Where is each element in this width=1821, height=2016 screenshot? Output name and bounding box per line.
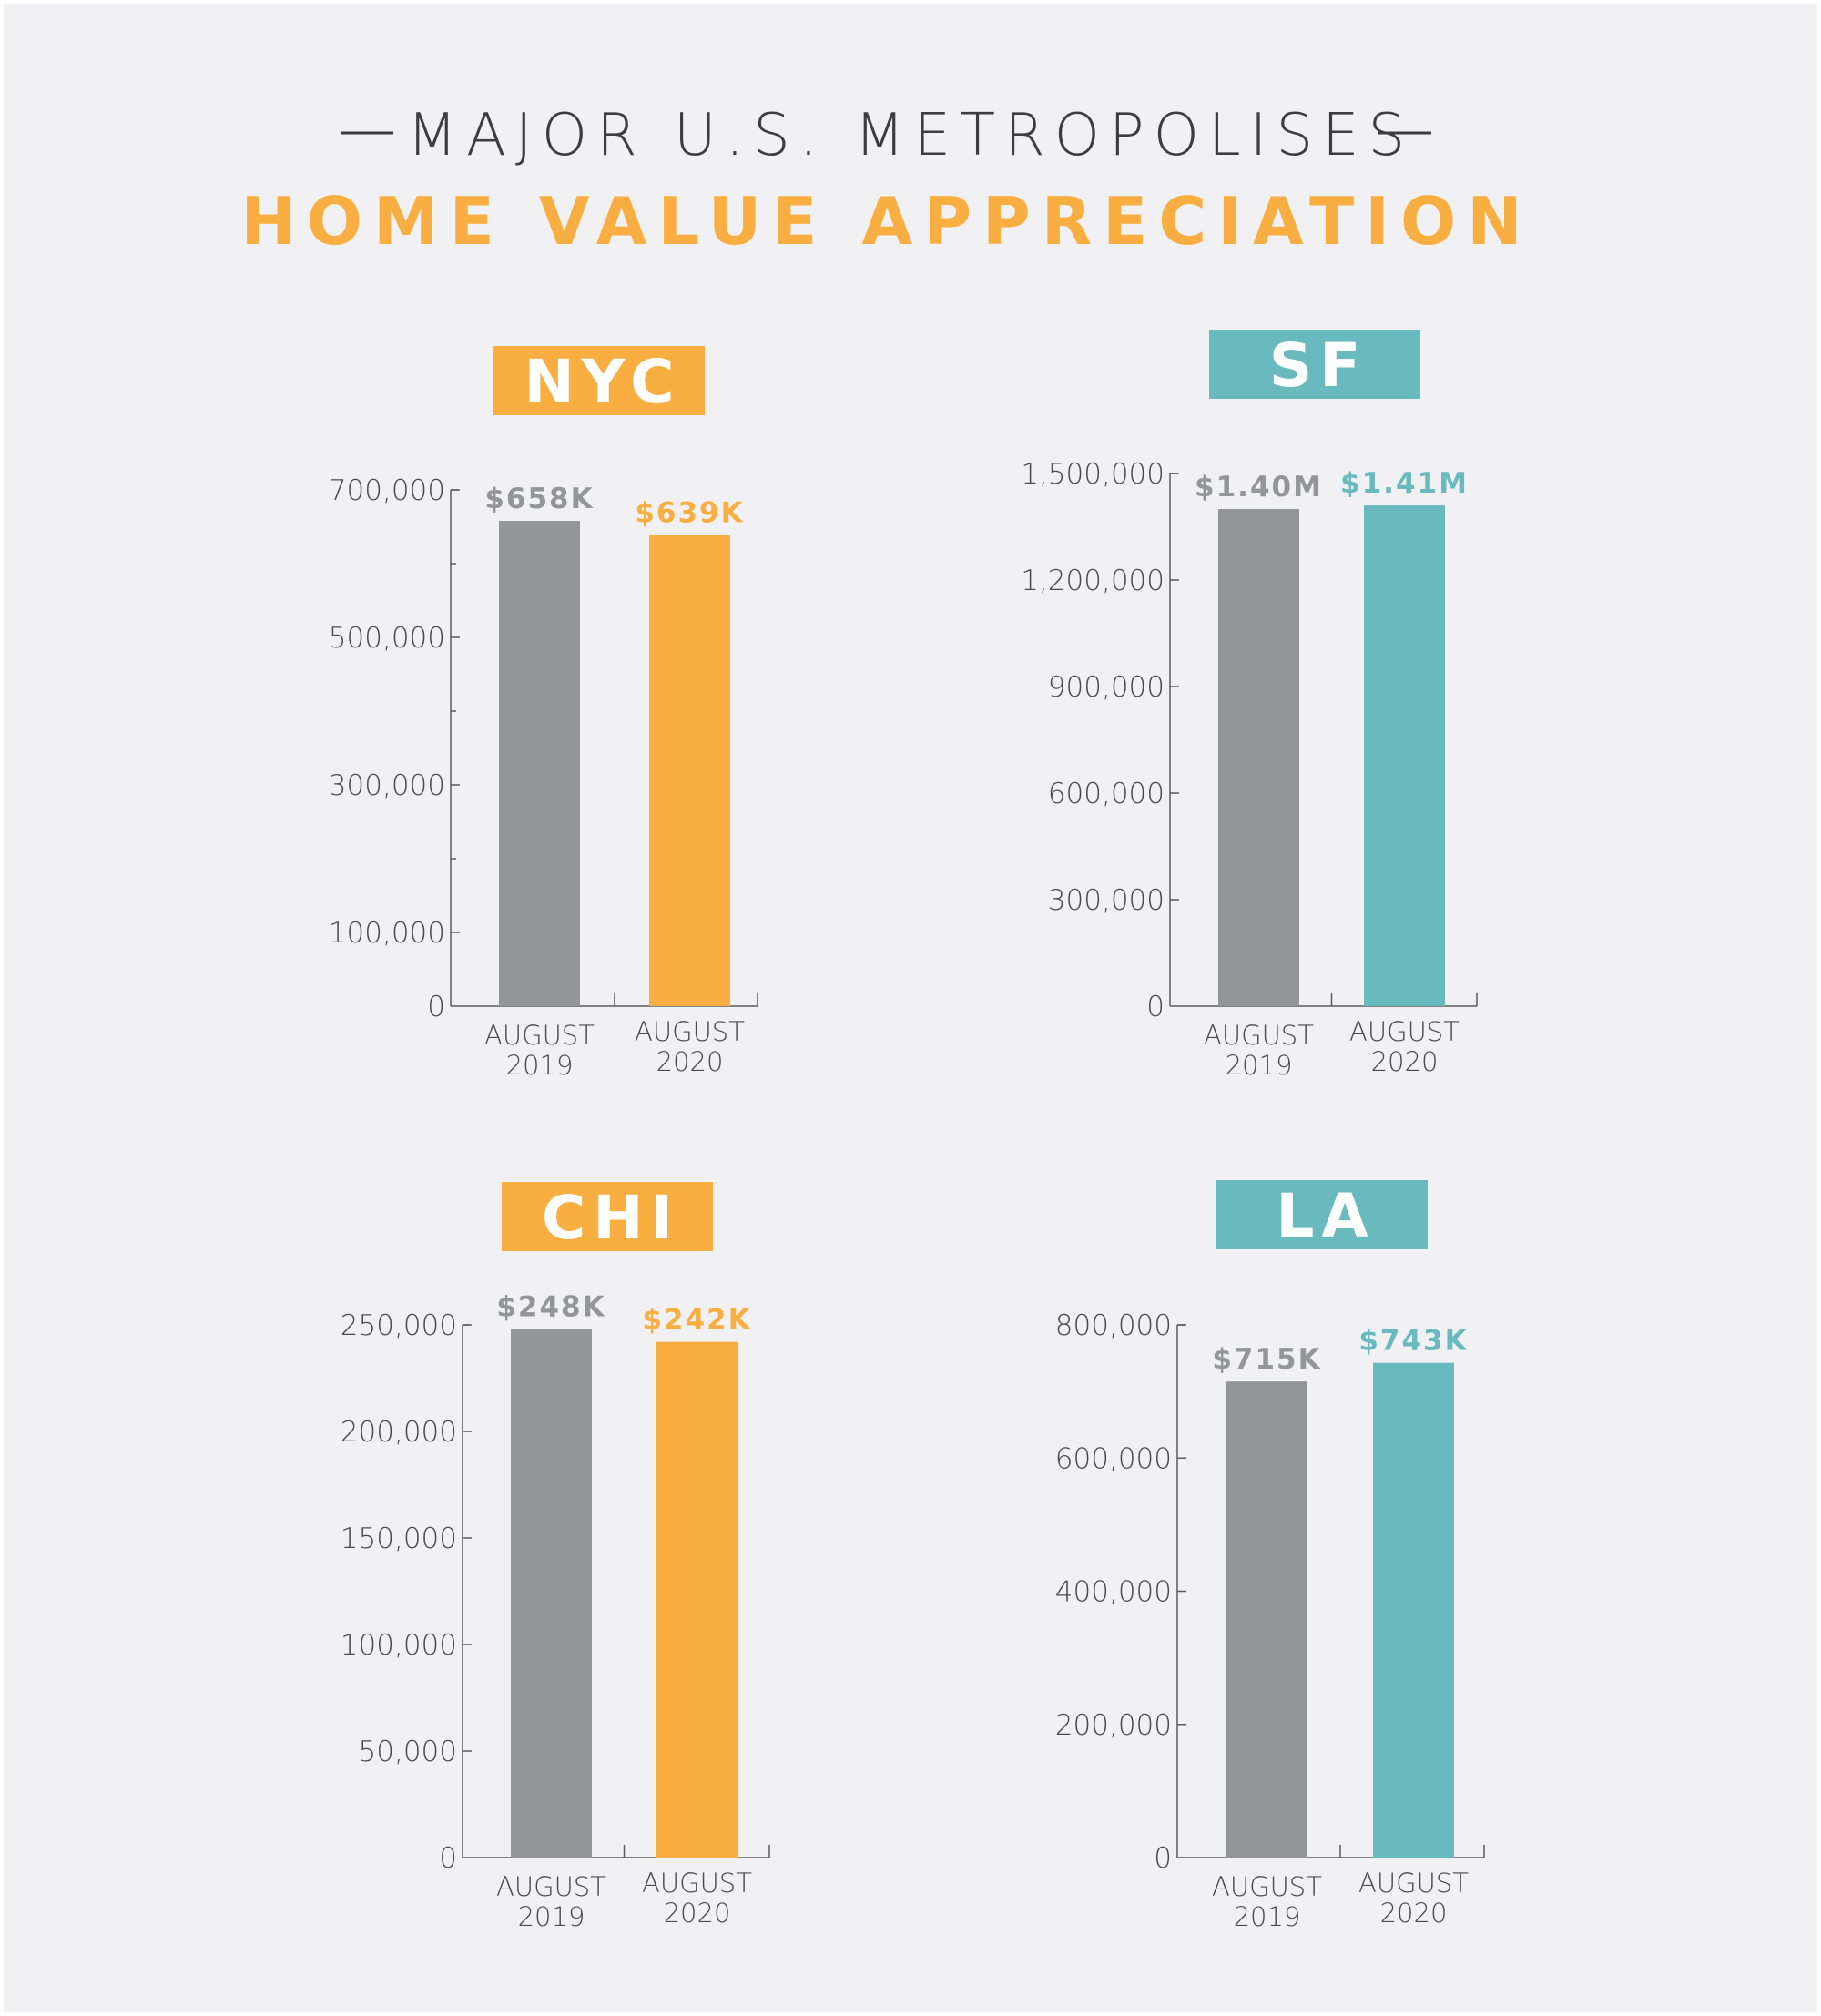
chart-chi-title: CHI: [542, 1183, 680, 1253]
y-tick-label: 250,000: [341, 1309, 457, 1342]
data-label: $639K: [635, 496, 744, 529]
y-tick-label: 100,000: [329, 917, 445, 950]
y-tick-label: 0: [439, 1842, 457, 1875]
header-title-main: HOME VALUE APPRECIATION: [241, 183, 1533, 260]
y-tick-label: 500,000: [329, 622, 445, 655]
bar: [1373, 1362, 1454, 1858]
y-tick-label: 150,000: [341, 1522, 457, 1555]
x-tick-label: 2019: [506, 1050, 574, 1081]
y-tick-label: 50,000: [359, 1736, 457, 1768]
y-tick-label: 400,000: [1055, 1576, 1172, 1609]
chart-nyc: NYC 0 100,000 300,000 500,000 700,000 $658K AUG…: [329, 346, 758, 1081]
y-tick-label: 600,000: [1055, 1442, 1172, 1475]
x-tick-label: AUGUST: [635, 1016, 745, 1047]
x-tick-label: AUGUST: [1358, 1868, 1469, 1899]
data-label: $242K: [642, 1304, 751, 1337]
x-tick-label: AUGUST: [1349, 1016, 1460, 1047]
chart-sf-badge: [1209, 330, 1420, 399]
y-tick-label: 800,000: [1055, 1309, 1172, 1342]
y-tick-label: 900,000: [1048, 671, 1165, 704]
chart-chi: CHI 0 50,000 100,000 150,000 200,000 250,000 $2…: [341, 1182, 770, 1932]
bar: [499, 521, 580, 1006]
x-tick-label: AUGUST: [484, 1020, 595, 1051]
bar: [656, 1341, 738, 1858]
bar: [1364, 505, 1445, 1006]
chart-sf: SF 0 300,000 600,000 900,000 1,200,000 1,500,0…: [1021, 330, 1478, 1081]
chart-nyc-badge: [493, 346, 705, 415]
y-tick-label: 0: [1146, 991, 1165, 1023]
charts-layer: NYC 0 100,000 300,000 500,000 700,000 $658K AUG…: [329, 330, 1485, 1932]
y-tick-label: 200,000: [1055, 1709, 1172, 1742]
x-tick-label: AUGUST: [1212, 1871, 1322, 1902]
bar: [1218, 509, 1299, 1006]
bar: [649, 535, 730, 1006]
y-tick-label: 300,000: [1048, 884, 1165, 917]
y-tick-label: 700,000: [329, 474, 445, 507]
infographic-canvas: MAJOR U.S. METROPOLISES HOME VALUE APPRE…: [4, 4, 1817, 2012]
x-tick-label: 2020: [664, 1898, 731, 1929]
x-tick-label: 2019: [1226, 1050, 1293, 1081]
chart-chi-badge: [502, 1182, 713, 1251]
x-tick-label: 2020: [656, 1046, 724, 1077]
page-header: MAJOR U.S. METROPOLISES HOME VALUE APPRE…: [241, 102, 1533, 260]
y-tick-label: 0: [427, 991, 445, 1023]
data-label: $715K: [1212, 1343, 1321, 1376]
bar: [511, 1329, 592, 1858]
y-tick-label: 100,000: [341, 1629, 457, 1662]
data-label: $1.41M: [1340, 467, 1469, 500]
header-title-top: MAJOR U.S. METROPOLISES: [407, 102, 1414, 169]
bar: [1226, 1381, 1307, 1858]
x-tick-label: 2020: [1371, 1046, 1439, 1077]
y-tick-label: 300,000: [329, 769, 445, 802]
data-label: $743K: [1358, 1325, 1468, 1358]
chart-la: LA 0 200,000 400,000 600,000 800,000 $715K AUGU…: [1055, 1180, 1485, 1932]
x-tick-label: 2019: [1234, 1901, 1301, 1932]
y-tick-label: 0: [1154, 1842, 1172, 1875]
data-label: $658K: [484, 483, 594, 515]
chart-la-title: LA: [1276, 1181, 1375, 1251]
bar-charts-figure: MAJOR U.S. METROPOLISES HOME VALUE APPRE…: [241, 102, 1533, 1932]
y-tick-label: 1,500,000: [1021, 458, 1165, 491]
data-label: $1.40M: [1195, 471, 1323, 504]
x-tick-label: AUGUST: [1204, 1020, 1314, 1051]
chart-la-badge: [1216, 1180, 1428, 1249]
x-tick-label: AUGUST: [642, 1868, 752, 1899]
data-label: $248K: [496, 1291, 605, 1324]
x-tick-label: AUGUST: [496, 1871, 606, 1902]
x-tick-label: 2019: [518, 1901, 585, 1932]
y-tick-label: 200,000: [341, 1416, 457, 1449]
x-tick-label: 2020: [1380, 1898, 1448, 1929]
y-tick-label: 1,200,000: [1021, 565, 1165, 597]
chart-sf-title: SF: [1269, 331, 1368, 401]
chart-nyc-title: NYC: [524, 347, 681, 417]
y-tick-label: 600,000: [1048, 778, 1165, 810]
